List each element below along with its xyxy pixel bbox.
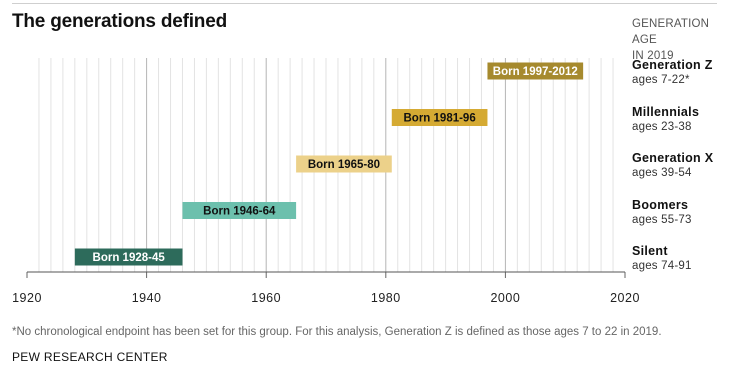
age-header-line-1: GENERATION AGE xyxy=(632,18,710,46)
generation-bar xyxy=(391,109,488,126)
generation-name: Silent xyxy=(632,244,668,258)
generation-bar xyxy=(296,155,392,173)
generation-bar-label: Born 1965-80 xyxy=(308,159,380,171)
generation-bar-label: Born 1981-96 xyxy=(404,113,476,125)
generation-age-range: ages 55-73 xyxy=(632,213,692,226)
age-column-header: GENERATION AGE IN 2019 xyxy=(632,16,729,64)
x-tick-label: 1940 xyxy=(132,291,162,305)
generation-age-range: ages 74-91 xyxy=(632,260,692,272)
generation-name: Generation Z xyxy=(632,58,713,72)
generation-age-range: ages 7-22* xyxy=(632,74,690,86)
generation-bar xyxy=(487,62,584,80)
generation-bar-label: Born 1946-64 xyxy=(203,206,276,218)
x-tick-label: 2020 xyxy=(610,291,640,305)
generation-bar xyxy=(182,202,297,219)
x-tick-label: 1980 xyxy=(371,291,401,305)
footnote: *No chronological endpoint has been set … xyxy=(12,326,662,338)
chart-title: The generations defined xyxy=(12,11,227,32)
top-rule xyxy=(12,3,717,4)
generation-name: Millennials xyxy=(632,104,700,119)
generation-name: Generation X xyxy=(632,151,714,165)
generation-bar-label: Born 1928-45 xyxy=(93,252,166,264)
source-credit: PEW RESEARCH CENTER xyxy=(12,350,168,364)
x-tick-label: 1960 xyxy=(251,291,281,305)
x-tick-label: 2000 xyxy=(490,291,520,305)
age-header-line-2: IN 2019 xyxy=(632,50,674,62)
x-tick-label: 1920 xyxy=(12,291,42,305)
generation-name: Boomers xyxy=(632,197,689,212)
generation-age-range: ages 39-54 xyxy=(632,167,692,179)
generation-age-range: ages 23-38 xyxy=(632,120,692,133)
generation-bar xyxy=(74,248,183,266)
generation-bar-label: Born 1997-2012 xyxy=(493,66,578,78)
